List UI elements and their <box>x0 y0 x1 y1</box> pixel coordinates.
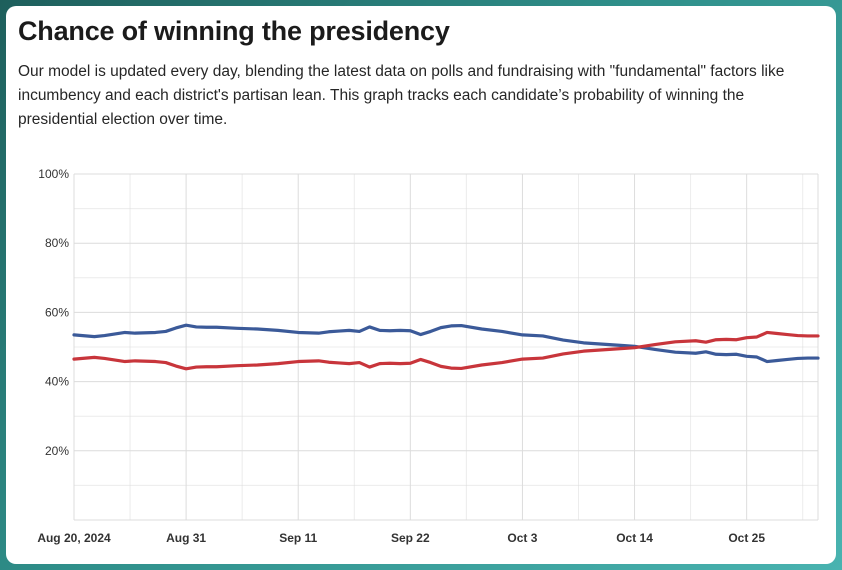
x-tick-label-aug-31: Aug 31 <box>166 531 206 545</box>
x-tick-label-oct-25: Oct 25 <box>728 531 765 545</box>
x-tick-label-oct-3: Oct 3 <box>507 531 537 545</box>
y-tick-label-80: 80% <box>45 236 69 250</box>
series-lines <box>72 323 820 371</box>
y-tick-label-20: 20% <box>45 444 69 458</box>
probability-line-chart: 100% 80% 60% 40% 20% Aug 20, 2024 Aug 31… <box>37 167 820 545</box>
y-axis-labels: 100% 80% 60% 40% 20% <box>38 167 69 458</box>
chart-title: Chance of winning the presidency <box>18 16 450 46</box>
chart-card: Chance of winning the presidency Our mod… <box>6 6 836 564</box>
x-tick-label-oct-14: Oct 14 <box>616 531 653 545</box>
x-axis-labels: Aug 20, 2024 Aug 31 Sep 11 Sep 22 Oct 3 … <box>37 531 765 545</box>
y-tick-label-40: 40% <box>45 375 69 389</box>
x-tick-label-sep-11: Sep 11 <box>279 531 317 545</box>
x-tick-label-aug-20: Aug 20, 2024 <box>37 531 111 545</box>
chart-grid <box>73 173 819 521</box>
chart-description: Our model is updated every day, blending… <box>18 63 785 128</box>
blue-candidate-line <box>72 323 820 364</box>
y-tick-label-60: 60% <box>45 305 69 319</box>
y-tick-label-100: 100% <box>38 167 69 181</box>
red-candidate-line <box>72 330 820 371</box>
x-tick-label-sep-22: Sep 22 <box>391 531 430 545</box>
